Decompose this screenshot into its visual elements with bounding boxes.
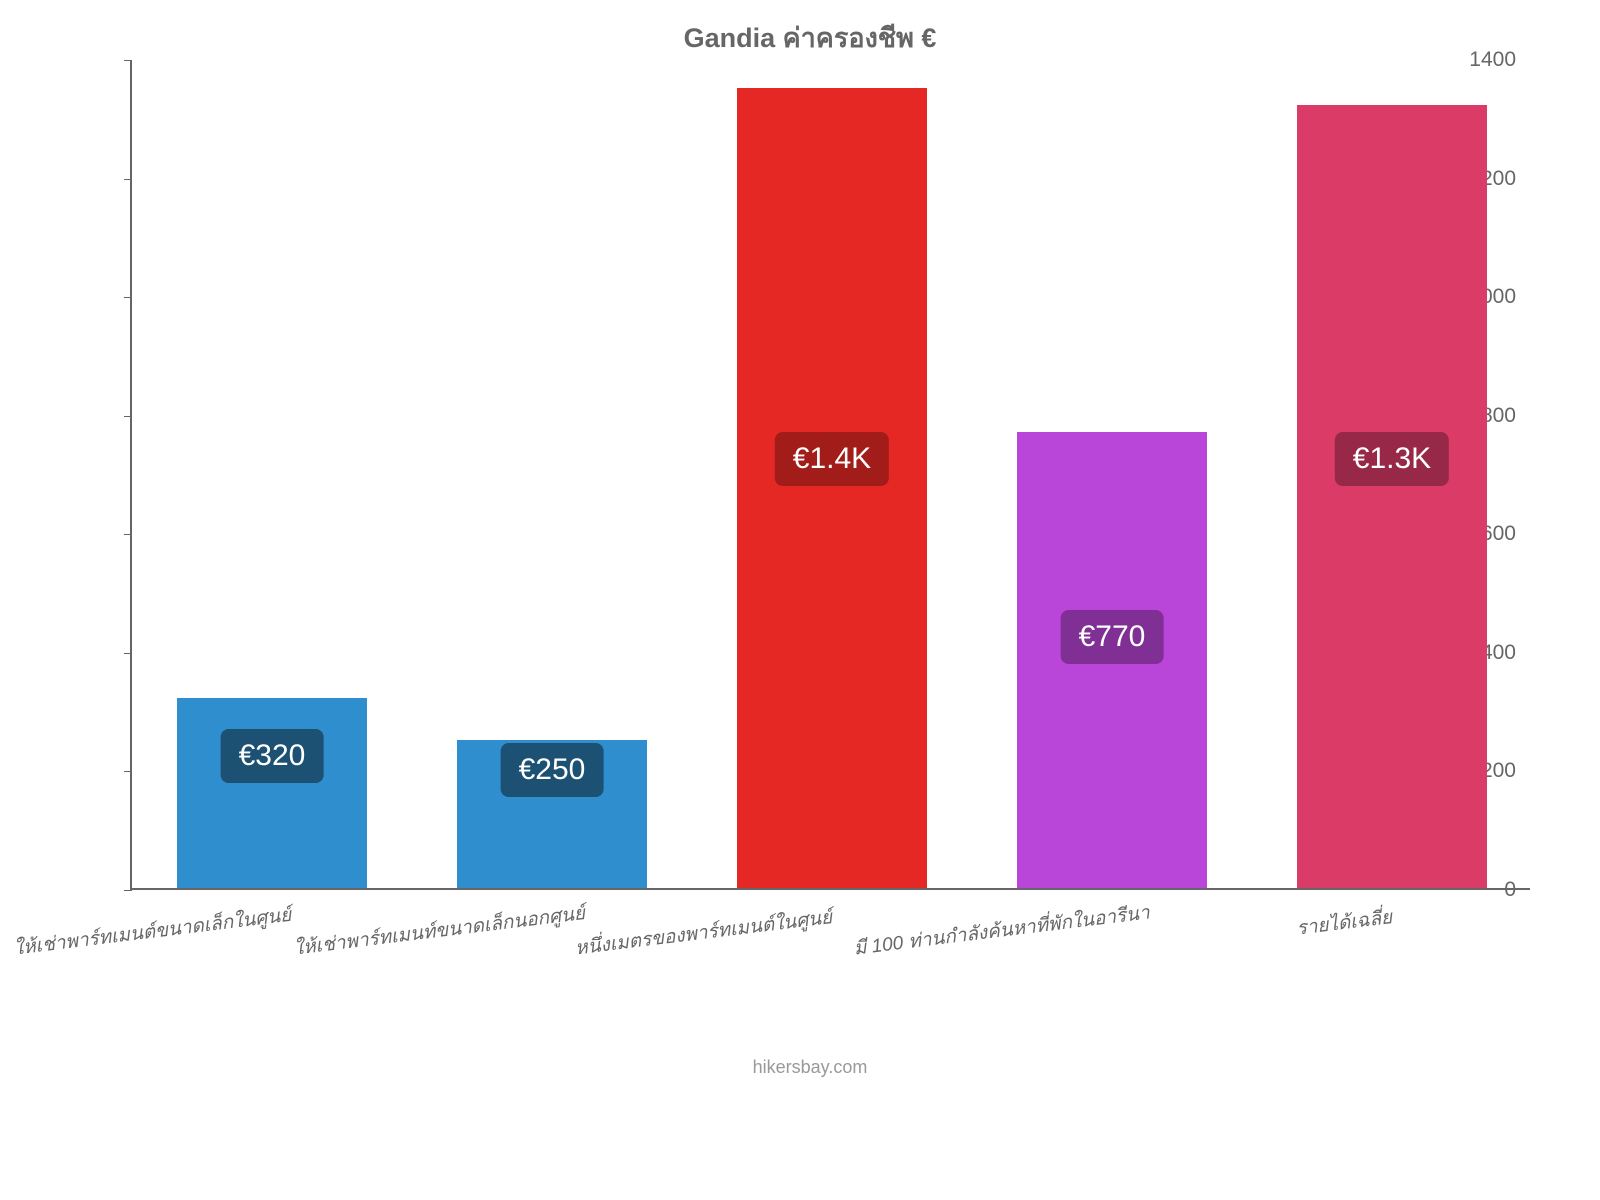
y-axis-tick <box>124 179 132 180</box>
x-axis-category-label: หนึ่งเมตรของพาร์ทเมนต์ในศูนย์ <box>572 902 834 963</box>
chart-title: Gandia ค่าครองชีพ € <box>60 16 1560 59</box>
y-axis-tick <box>124 297 132 298</box>
y-axis-tick <box>124 771 132 772</box>
cost-of-living-bar-chart: Gandia ค่าครองชีพ € 02004006008001000120… <box>60 10 1560 1110</box>
bar <box>737 88 927 888</box>
plot-area: 0200400600800100012001400€320ให้เช่าพาร์… <box>130 60 1530 890</box>
bar-value-label: €1.4K <box>775 432 889 486</box>
bar-value-label: €770 <box>1061 610 1164 664</box>
y-axis-tick <box>124 60 132 61</box>
attribution-text: hikersbay.com <box>60 1057 1560 1078</box>
x-axis-category-label: ให้เช่าพาร์ทเมนท์ขนาดเล็กนอกศูนย์ <box>292 902 554 963</box>
bar-value-label: €250 <box>501 743 604 797</box>
y-axis-tick-label: 1400 <box>1469 48 1516 72</box>
y-axis-tick <box>124 890 132 891</box>
x-axis-category-label: ให้เช่าพาร์ทเมนต์ขนาดเล็กในศูนย์ <box>12 902 274 963</box>
y-axis-tick <box>124 416 132 417</box>
bar-value-label: €320 <box>221 729 324 783</box>
bar-value-label: €1.3K <box>1335 432 1449 486</box>
y-axis-tick <box>124 534 132 535</box>
y-axis-tick <box>124 653 132 654</box>
y-axis-tick-label: 0 <box>1504 878 1516 902</box>
x-axis-category-label: มี 100 ท่านกำลังค้นหาที่พักในอารีนา <box>852 902 1114 963</box>
bar <box>177 698 367 888</box>
bar <box>1297 105 1487 888</box>
x-axis-category-label: รายได้เฉลี่ย <box>1132 902 1394 963</box>
